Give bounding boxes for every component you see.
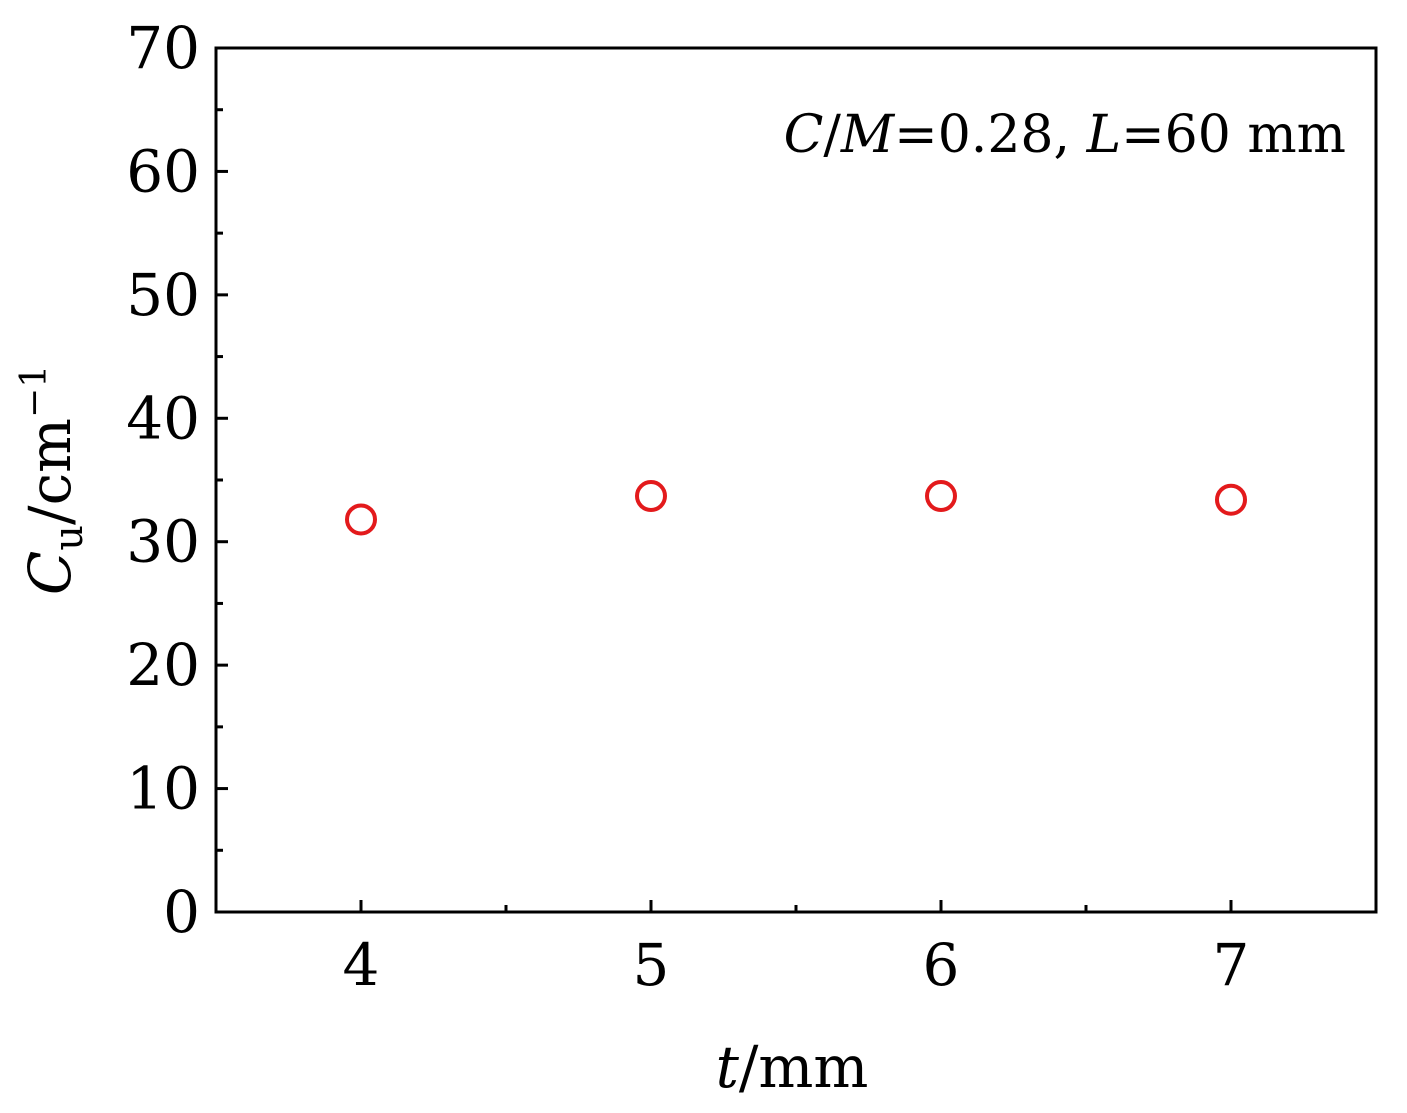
- y-tick-label: 60: [126, 137, 200, 205]
- annotation-sep: /: [823, 105, 841, 165]
- y-axis-label-superscript: −1: [14, 365, 55, 418]
- x-tick-label: 6: [923, 931, 960, 999]
- plot-frame: [214, 46, 1378, 914]
- x-axis-tick-labels: 4 5 6 7: [343, 931, 1250, 999]
- y-axis-label-var: C: [16, 551, 84, 595]
- y-tick-label: 50: [126, 261, 200, 329]
- annotation-value1: =0.28,: [894, 105, 1086, 165]
- data-point: [635, 480, 667, 513]
- data-points: [345, 480, 1247, 536]
- y-axis-label-subscript: u: [46, 525, 92, 551]
- annotation-var3: L: [1086, 105, 1122, 165]
- y-tick-label: 40: [126, 384, 200, 452]
- y-axis-label-unit: /cm: [16, 418, 84, 525]
- x-axis-label-unit: /mm: [739, 1033, 869, 1101]
- x-axis-ticks: [359, 900, 1233, 912]
- x-tick-label: 7: [1213, 931, 1250, 999]
- x-axis-label-var: t: [716, 1033, 740, 1101]
- data-point: [345, 503, 377, 536]
- y-axis-tick-labels: 0 10 20 30 40 50 60 70: [126, 14, 200, 946]
- y-tick-label: 70: [126, 14, 200, 82]
- y-tick-label: 0: [163, 878, 200, 946]
- annotation-var1: C: [784, 105, 824, 165]
- y-axis-ticks: [216, 46, 228, 914]
- y-tick-label: 30: [126, 508, 200, 576]
- y-tick-label: 10: [126, 755, 200, 823]
- data-point: [925, 480, 957, 513]
- y-tick-label: 20: [126, 631, 200, 699]
- x-tick-label: 4: [343, 931, 380, 999]
- data-point: [1215, 483, 1247, 516]
- y-axis-label: Cu/cm−1: [14, 365, 92, 595]
- x-tick-label: 5: [633, 931, 670, 999]
- x-axis-label: t/mm: [716, 1033, 869, 1101]
- annotation: C/M=0.28, L=60 mm: [784, 105, 1346, 165]
- annotation-value2: =60 mm: [1121, 105, 1346, 165]
- annotation-var2: M: [840, 105, 896, 165]
